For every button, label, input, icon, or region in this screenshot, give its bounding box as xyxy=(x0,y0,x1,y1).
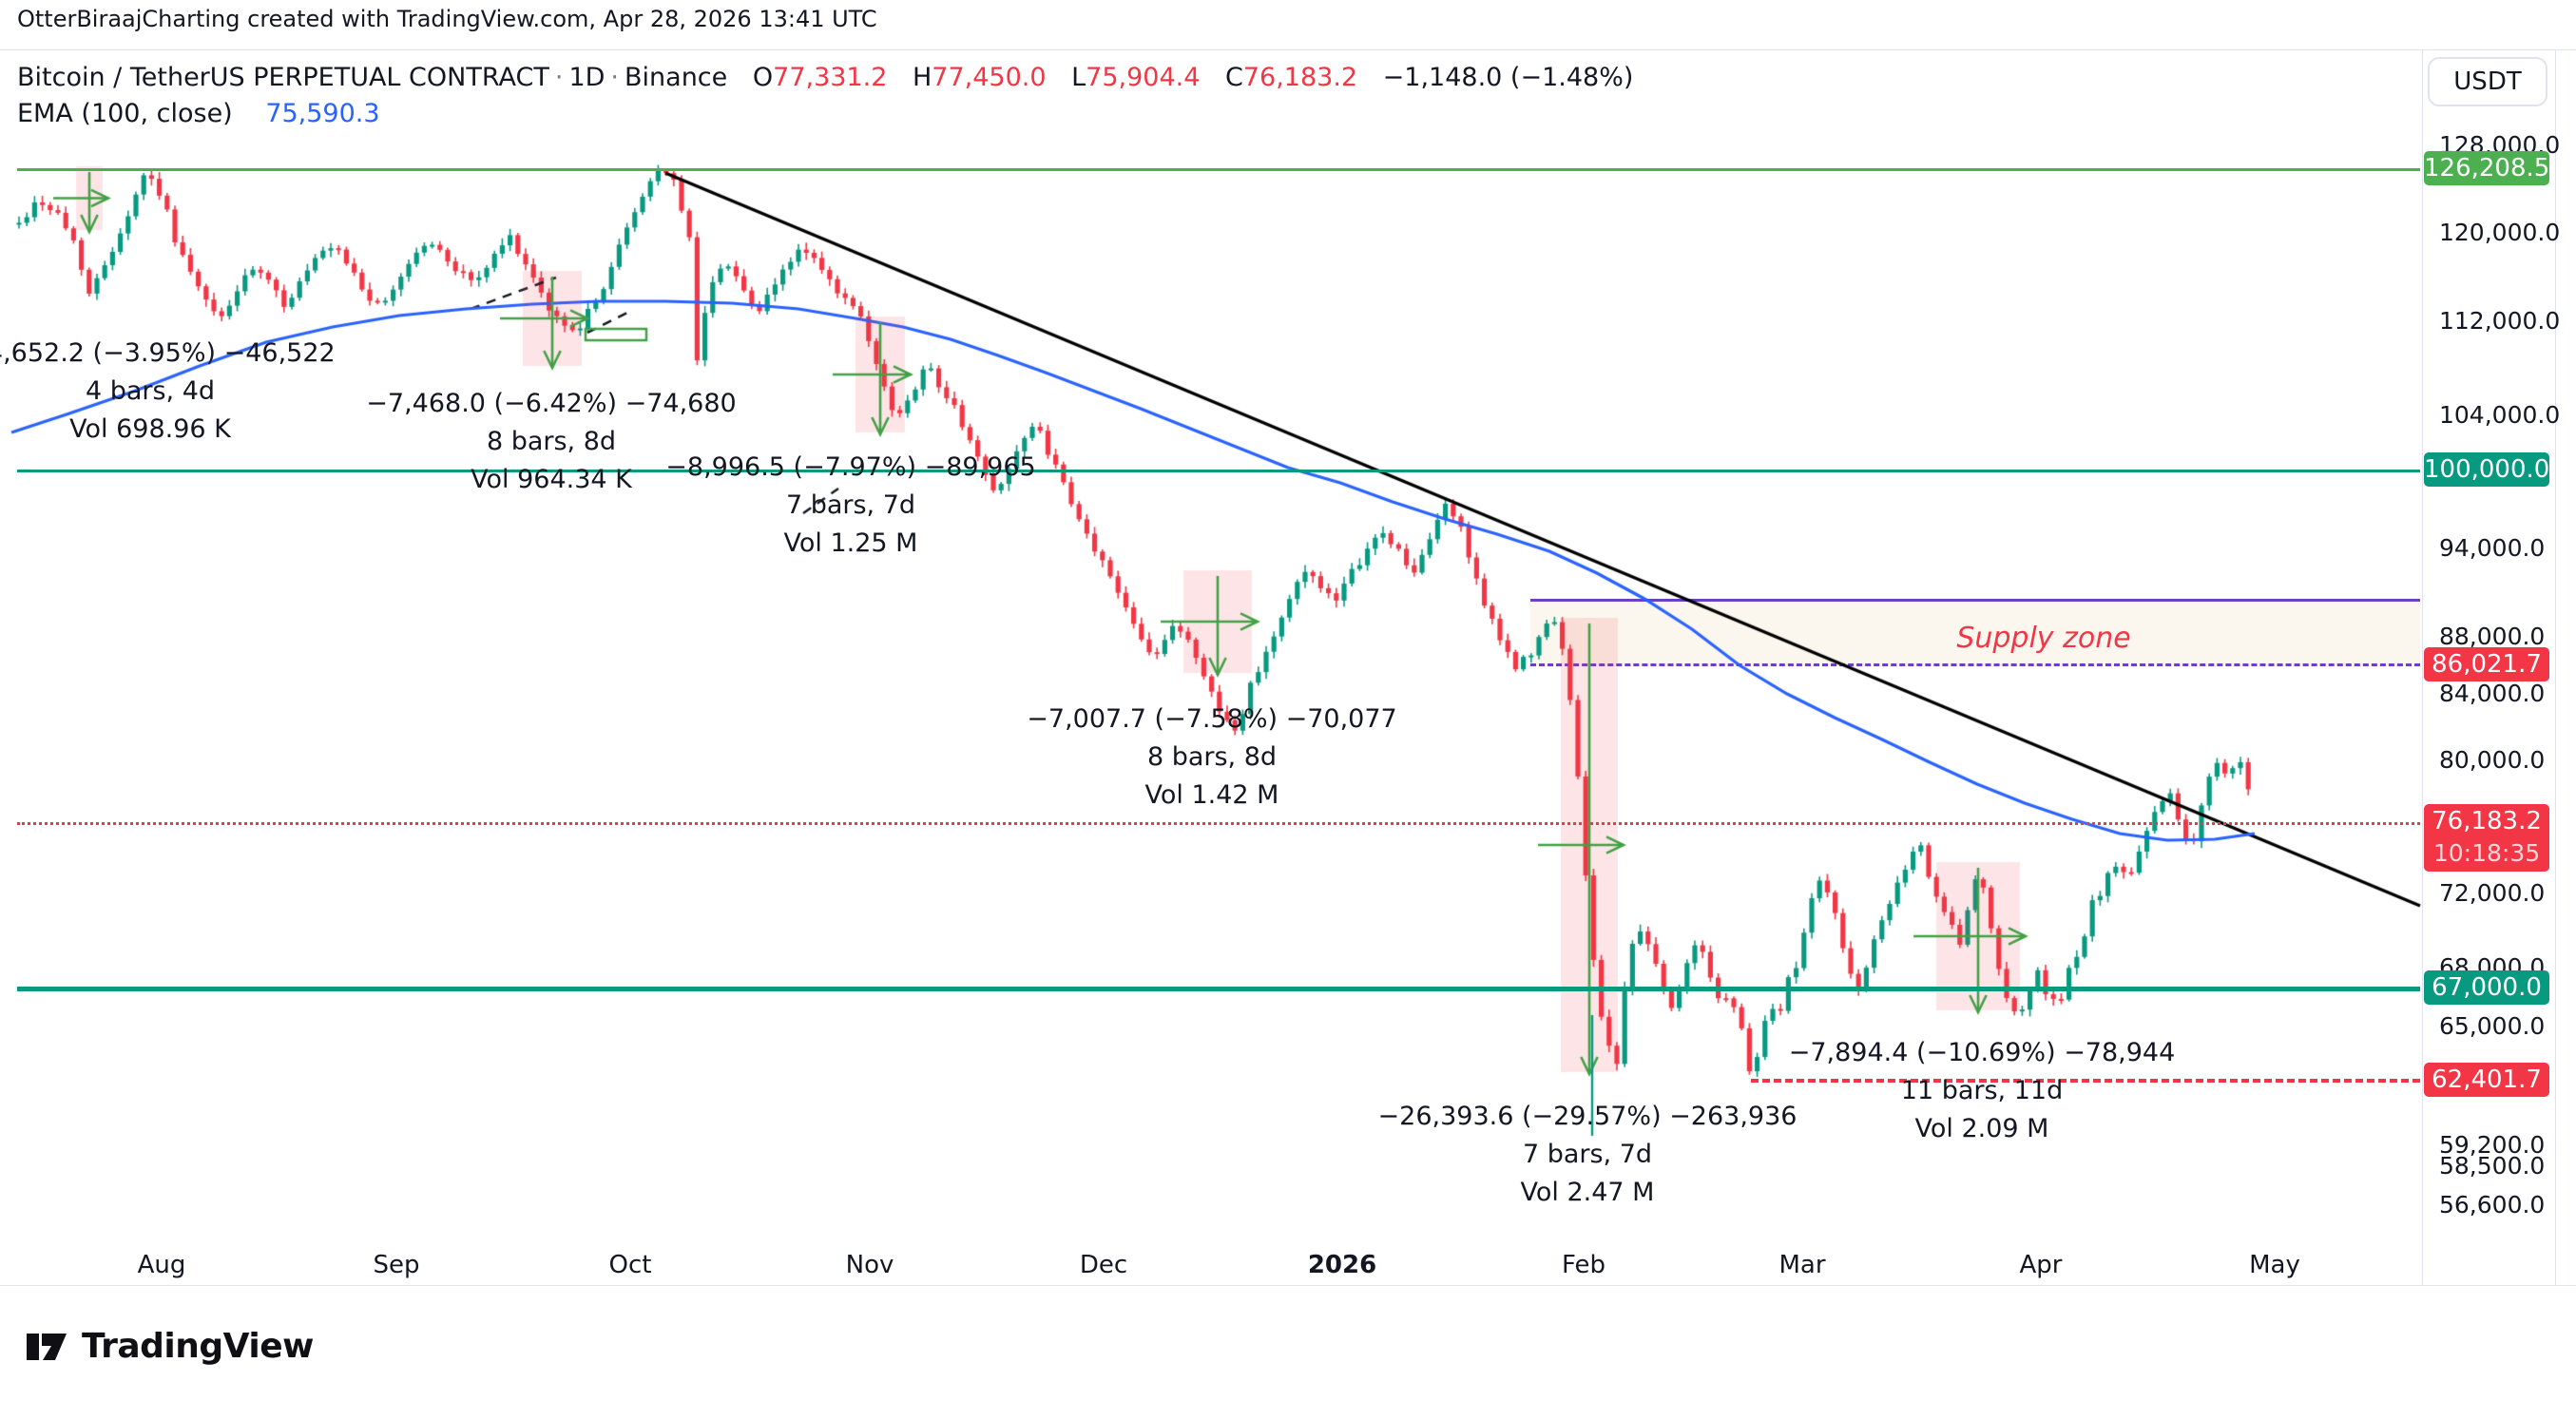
high-value: 77,450.0 xyxy=(932,63,1047,92)
symbol-legend-row: Bitcoin / TetherUS PERPETUAL CONTRACT · 1D… xyxy=(17,63,1633,92)
timeframe-label[interactable]: 1D xyxy=(568,63,606,92)
open-label: O xyxy=(752,63,774,92)
open-value: 77,331.2 xyxy=(773,63,888,92)
tradingview-logo-icon xyxy=(27,1328,70,1366)
ema-value: 75,590.3 xyxy=(265,99,380,128)
tradingview-watermark[interactable]: TradingView xyxy=(27,1327,314,1366)
close-value: 76,183.2 xyxy=(1242,63,1358,92)
currency-toggle-button[interactable]: USDT xyxy=(2428,57,2547,106)
exchange-label[interactable]: Binance xyxy=(625,63,728,92)
legend-separator: · xyxy=(554,63,564,92)
ema-label: EMA (100, close) xyxy=(17,99,233,128)
legend-separator: · xyxy=(610,63,620,92)
low-value: 75,904.4 xyxy=(1086,63,1201,92)
symbol-title[interactable]: Bitcoin / TetherUS PERPETUAL CONTRACT xyxy=(17,63,549,92)
indicator-legend-row[interactable]: EMA (100, close) 75,590.3 xyxy=(17,99,380,128)
change-value: −1,148.0 (−1.48%) xyxy=(1382,63,1634,92)
close-label: C xyxy=(1224,63,1243,92)
low-label: L xyxy=(1071,63,1086,92)
watermark-text: TradingView xyxy=(82,1327,314,1366)
high-label: H xyxy=(912,63,932,92)
